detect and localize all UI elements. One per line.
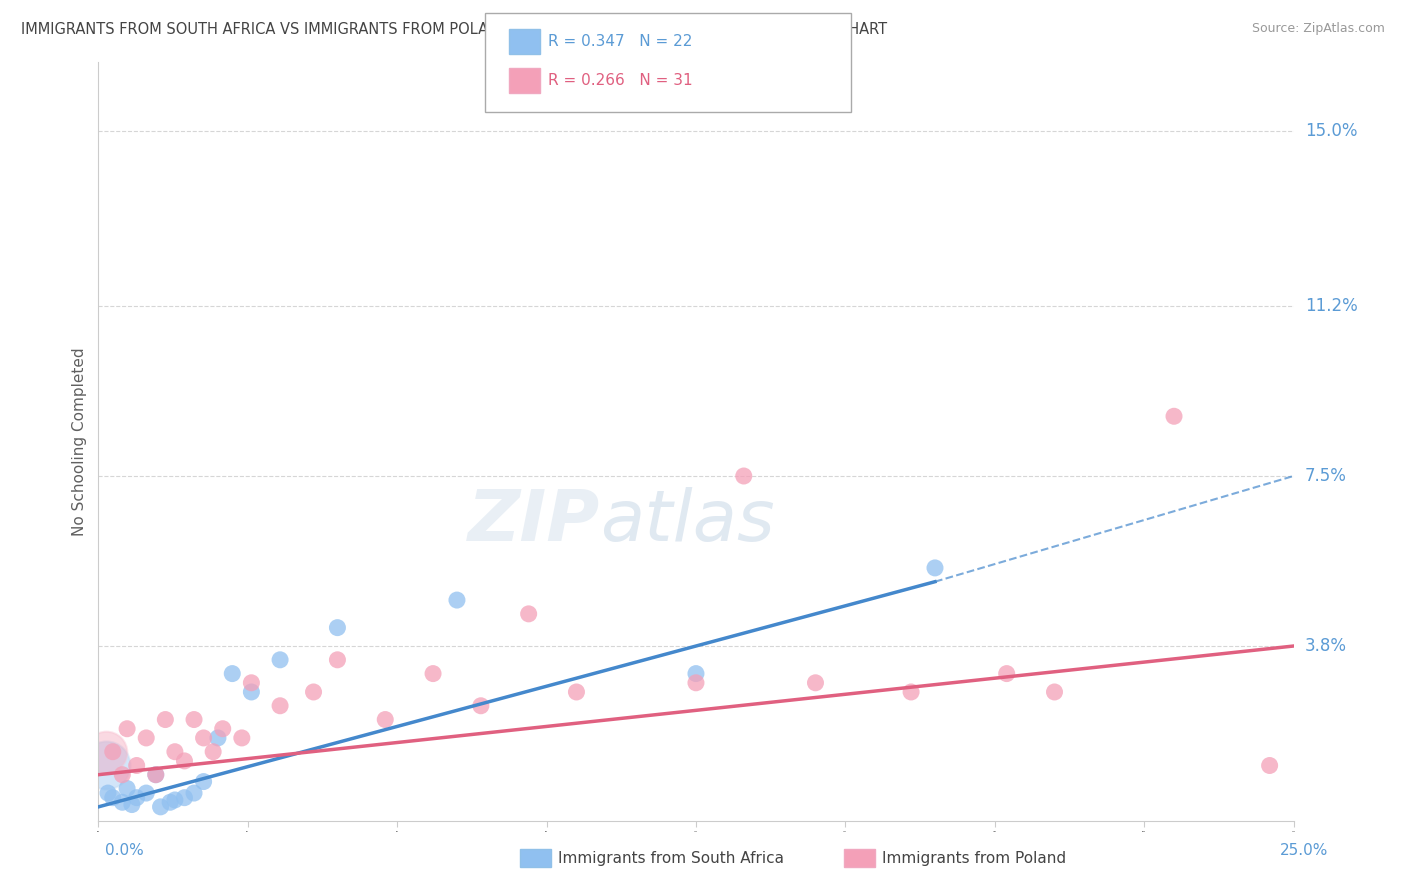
Point xyxy=(1163,409,1185,424)
Point xyxy=(193,731,215,745)
Point xyxy=(900,685,922,699)
Point xyxy=(207,731,229,745)
Point xyxy=(733,469,755,483)
Text: 7.5%: 7.5% xyxy=(1305,467,1347,485)
Point xyxy=(470,698,492,713)
Point xyxy=(101,745,124,759)
Point xyxy=(240,685,263,699)
Point xyxy=(517,607,540,621)
Point xyxy=(173,790,195,805)
Point xyxy=(163,745,186,759)
Point xyxy=(111,767,134,781)
Text: Source: ZipAtlas.com: Source: ZipAtlas.com xyxy=(1251,22,1385,36)
Point xyxy=(94,745,117,759)
Text: 3.8%: 3.8% xyxy=(1305,637,1347,655)
Point xyxy=(155,713,177,727)
Point xyxy=(240,675,263,690)
Point xyxy=(159,795,181,809)
Point xyxy=(94,758,117,772)
Point xyxy=(804,675,827,690)
Y-axis label: No Schooling Completed: No Schooling Completed xyxy=(72,347,87,536)
Point xyxy=(685,675,707,690)
Text: 25.0%: 25.0% xyxy=(1281,843,1329,858)
Point xyxy=(326,621,349,635)
Text: 0.0%: 0.0% xyxy=(105,843,145,858)
Point xyxy=(995,666,1018,681)
Text: R = 0.347   N = 22: R = 0.347 N = 22 xyxy=(548,34,693,48)
Text: 11.2%: 11.2% xyxy=(1305,297,1357,315)
Point xyxy=(1258,758,1281,772)
Point xyxy=(924,561,946,575)
Point xyxy=(446,593,468,607)
Point xyxy=(183,713,205,727)
Point xyxy=(163,793,186,807)
Point xyxy=(149,800,172,814)
Point xyxy=(183,786,205,800)
Text: Immigrants from South Africa: Immigrants from South Africa xyxy=(558,851,785,865)
Point xyxy=(231,731,253,745)
Point xyxy=(1043,685,1066,699)
Point xyxy=(422,666,444,681)
Point xyxy=(374,713,396,727)
Point xyxy=(111,795,134,809)
Point xyxy=(145,767,167,781)
Point xyxy=(269,698,291,713)
Point xyxy=(135,786,157,800)
Point xyxy=(125,790,148,805)
Point xyxy=(202,745,225,759)
Text: 15.0%: 15.0% xyxy=(1305,122,1357,140)
Point xyxy=(269,653,291,667)
Point xyxy=(302,685,325,699)
Point xyxy=(101,790,124,805)
Text: R = 0.266   N = 31: R = 0.266 N = 31 xyxy=(548,73,693,87)
Point xyxy=(221,666,243,681)
Text: IMMIGRANTS FROM SOUTH AFRICA VS IMMIGRANTS FROM POLAND NO SCHOOLING COMPLETED CO: IMMIGRANTS FROM SOUTH AFRICA VS IMMIGRAN… xyxy=(21,22,887,37)
Point xyxy=(565,685,588,699)
Text: Immigrants from Poland: Immigrants from Poland xyxy=(882,851,1066,865)
Point xyxy=(685,666,707,681)
Point xyxy=(173,754,195,768)
Point xyxy=(193,774,215,789)
Point xyxy=(115,722,138,736)
Text: ZIP: ZIP xyxy=(468,487,600,557)
Point xyxy=(115,781,138,796)
Point xyxy=(326,653,349,667)
Text: atlas: atlas xyxy=(600,487,775,557)
Point xyxy=(121,797,143,812)
Point xyxy=(97,786,120,800)
Point xyxy=(211,722,233,736)
Point xyxy=(135,731,157,745)
Point xyxy=(125,758,148,772)
Point xyxy=(145,767,167,781)
